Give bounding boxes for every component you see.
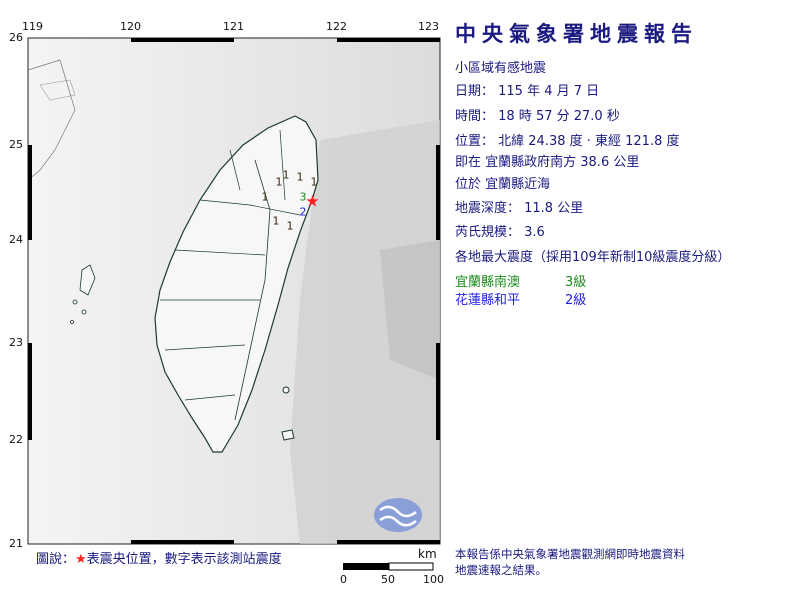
star-icon: ★ xyxy=(75,552,87,567)
scale-label: 100 xyxy=(423,573,444,586)
scale-bar xyxy=(343,562,434,571)
station-intensity: 1 xyxy=(276,176,283,189)
lon-tick: 121 xyxy=(223,20,244,33)
lat-tick: 21 xyxy=(9,537,23,550)
scale-label: 50 xyxy=(381,573,395,586)
intensity-level: 2級 xyxy=(565,293,587,308)
report-note-1: 本報告係中央氣象署地震觀測網即時地震資料 xyxy=(455,547,685,561)
taiwan-island xyxy=(154,115,319,453)
map-legend: 圖說：★表震央位置，數字表示該測站震度 xyxy=(36,548,282,567)
report-note-2: 地震速報之結果。 xyxy=(455,563,547,577)
seafloor-relief xyxy=(290,120,440,544)
time-line: 時間： 18 時 57 分 27.0 秒 xyxy=(455,109,620,124)
station-intensity: 1 xyxy=(283,169,290,182)
lat-tick: 25 xyxy=(9,138,23,151)
lat-tick: 24 xyxy=(9,233,23,246)
relative-location: 即在 宜蘭縣政府南方 38.6 公里 xyxy=(455,155,640,170)
station-intensity: 1 xyxy=(311,176,318,189)
intensity-location: 宜蘭縣南澳 xyxy=(455,275,521,290)
station-intensity: 2 xyxy=(300,206,307,219)
legend-prefix: 圖說： xyxy=(36,552,76,567)
china-coast xyxy=(39,79,76,101)
lon-tick: 122 xyxy=(326,20,347,33)
epicenter-star-icon: ★ xyxy=(305,191,319,210)
county-border xyxy=(234,159,271,421)
intensity-location: 花蓮縣和平 xyxy=(455,293,521,308)
area-line: 位於 宜蘭縣近海 xyxy=(455,177,551,192)
lat-tick: 26 xyxy=(9,31,23,44)
seafloor-relief xyxy=(380,240,440,380)
intensity-row: 宜蘭縣南澳 3級 xyxy=(455,271,586,290)
station-intensity: 1 xyxy=(273,215,280,228)
lon-tick: 119 xyxy=(22,20,43,33)
station-intensity: 1 xyxy=(297,171,304,184)
lon-tick: 120 xyxy=(120,20,141,33)
green-island xyxy=(282,386,290,394)
lon-tick: 123 xyxy=(418,20,439,33)
magnitude-line: 芮氏規模： 3.6 xyxy=(455,225,545,240)
station-intensity: 1 xyxy=(262,191,269,204)
intensity-row: 花蓮縣和平 2級 xyxy=(455,289,586,308)
china-coast xyxy=(27,59,76,181)
intensity-level: 3級 xyxy=(565,275,587,290)
event-type: 小區域有感地震 xyxy=(455,61,547,76)
orchid-island xyxy=(281,429,295,441)
depth-line: 地震深度： 11.8 公里 xyxy=(455,201,584,216)
scale-label: 0 xyxy=(340,573,347,586)
penghu-islands xyxy=(70,264,96,324)
position-line: 位置： 北緯 24.38 度 · 東經 121.8 度 xyxy=(455,134,680,149)
scale-unit: km xyxy=(418,547,437,561)
lat-tick: 22 xyxy=(9,433,23,446)
frame-ticks xyxy=(28,38,440,544)
intensity-header: 各地最大震度（採用109年新制10級震度分級） xyxy=(455,250,731,265)
date-line: 日期： 115 年 4 月 7 日 xyxy=(455,84,600,99)
cwa-logo xyxy=(374,498,422,532)
legend-text: 表震央位置，數字表示該測站震度 xyxy=(86,552,282,567)
county-border xyxy=(160,129,301,401)
station-intensity: 3 xyxy=(300,191,307,204)
lat-tick: 23 xyxy=(9,336,23,349)
station-intensity: 1 xyxy=(287,220,294,233)
report-title: 中央氣象署地震報告 xyxy=(455,22,698,46)
